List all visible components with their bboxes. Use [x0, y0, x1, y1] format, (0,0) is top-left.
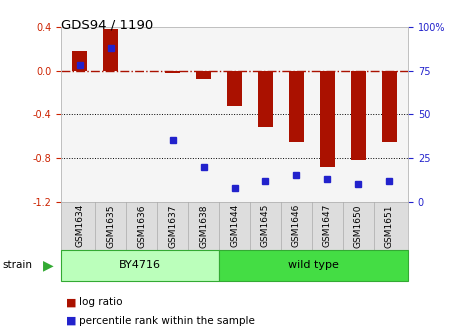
Text: GSM1644: GSM1644	[230, 204, 239, 247]
Bar	[72, 51, 87, 71]
Bar	[196, 71, 211, 79]
Bar	[351, 71, 366, 160]
Bar	[103, 29, 118, 71]
Text: log ratio: log ratio	[79, 297, 122, 307]
Text: GSM1651: GSM1651	[385, 204, 394, 248]
Text: wild type: wild type	[288, 260, 339, 270]
Text: GSM1638: GSM1638	[199, 204, 208, 248]
Text: percentile rank within the sample: percentile rank within the sample	[79, 316, 255, 326]
Text: GSM1647: GSM1647	[323, 204, 332, 247]
Text: GSM1645: GSM1645	[261, 204, 270, 247]
Bar	[227, 71, 242, 106]
Text: ▶: ▶	[43, 258, 54, 272]
Text: GSM1637: GSM1637	[168, 204, 177, 248]
Text: strain: strain	[2, 260, 32, 270]
Text: GSM1650: GSM1650	[354, 204, 363, 248]
Text: GSM1634: GSM1634	[75, 204, 84, 247]
Text: GSM1635: GSM1635	[106, 204, 115, 248]
Bar	[320, 71, 335, 167]
Text: GDS94 / 1190: GDS94 / 1190	[61, 18, 153, 32]
Text: BY4716: BY4716	[119, 260, 161, 270]
Bar	[61, 250, 219, 281]
Bar	[258, 71, 273, 127]
Bar	[382, 71, 397, 141]
Bar	[219, 250, 408, 281]
Bar	[165, 71, 180, 73]
Text: GSM1636: GSM1636	[137, 204, 146, 248]
Text: ■: ■	[66, 297, 76, 307]
Bar	[289, 71, 304, 141]
Text: ■: ■	[66, 316, 76, 326]
Text: GSM1646: GSM1646	[292, 204, 301, 247]
